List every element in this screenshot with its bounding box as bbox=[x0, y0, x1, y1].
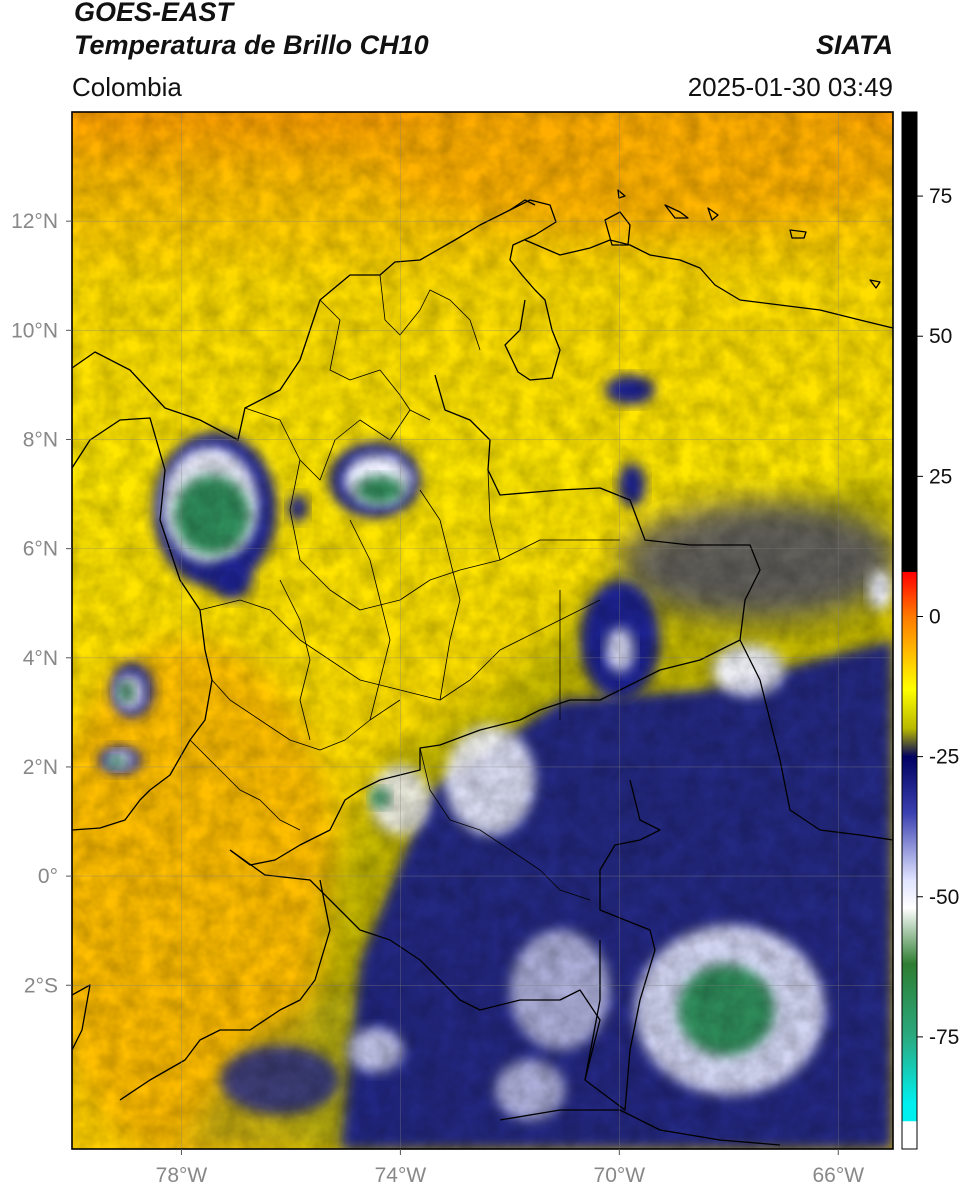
lon-tick-label: 66°W bbox=[812, 1164, 864, 1187]
lon-tick-label: 70°W bbox=[594, 1164, 646, 1187]
satellite-imagery bbox=[40, 90, 900, 1160]
colorbar-tick-label: -50 bbox=[929, 886, 959, 909]
lat-tick-label: 10°N bbox=[11, 319, 58, 342]
lat-tick-label: 2°S bbox=[24, 974, 58, 997]
lat-tick-label: 6°N bbox=[23, 538, 58, 561]
lon-tick-label: 78°W bbox=[156, 1164, 208, 1187]
lat-tick-label: 12°N bbox=[11, 210, 58, 233]
colorbar-tick-label: 0 bbox=[929, 605, 941, 628]
lat-tick-label: 8°N bbox=[23, 428, 58, 451]
colorbar: 75 50 25 0 -25 -50 -75 bbox=[902, 112, 959, 1149]
colorbar-tick-label: 50 bbox=[929, 325, 952, 348]
lon-tick-label: 74°W bbox=[375, 1164, 427, 1187]
colorbar-tick-label: 25 bbox=[929, 465, 952, 488]
colorbar-tick-label: 75 bbox=[929, 185, 952, 208]
lat-tick-label: 2°N bbox=[23, 756, 58, 779]
lat-tick-label: 4°N bbox=[23, 647, 58, 670]
colorbar-tick-label: -25 bbox=[929, 746, 959, 769]
colorbar-tick-label: -75 bbox=[929, 1026, 959, 1049]
lat-tick-label: 0° bbox=[38, 865, 58, 888]
